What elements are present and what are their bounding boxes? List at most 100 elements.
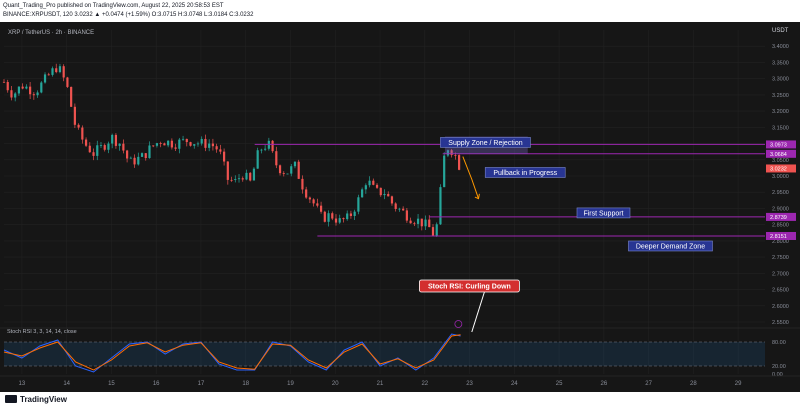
candle-body xyxy=(416,218,420,224)
candle-body xyxy=(178,139,181,149)
chart-svg[interactable]: XRP / TetherUS · 2h · BINANCE Supply Zon… xyxy=(0,22,800,392)
candle-body xyxy=(323,211,326,222)
ytick-label: 3.2000 xyxy=(772,109,789,115)
xtick-label: 19 xyxy=(287,381,294,387)
candle-body xyxy=(40,82,43,93)
xtick-label: 29 xyxy=(735,381,742,387)
pullback-arrow xyxy=(462,156,479,199)
candle-body xyxy=(226,161,229,180)
candle-body xyxy=(96,145,99,156)
candle-body xyxy=(237,178,241,180)
xtick-label: 17 xyxy=(198,381,205,387)
annotation-box xyxy=(628,240,713,252)
stoch-legend: Stoch RSI 3, 3, 14, 14, close xyxy=(7,329,77,335)
candle-body xyxy=(278,165,282,174)
candle-body xyxy=(148,145,151,159)
stoch-rsi-pane: Stoch RSI 3, 3, 14, 14, close 80.00 20.00 0… xyxy=(0,279,800,378)
candle-body xyxy=(361,189,364,198)
candle-body xyxy=(256,150,259,169)
annotation-label: First Support xyxy=(576,207,631,219)
price-badge-label: 3.0684 xyxy=(770,152,787,158)
publish-header: Quant_Trading_Pro published on TradingVi… xyxy=(0,0,800,22)
price-badge xyxy=(766,140,796,149)
alert-icon xyxy=(454,320,463,328)
candle-body xyxy=(428,219,431,228)
candle-body xyxy=(446,150,450,156)
candle-body xyxy=(122,143,125,151)
ytick-label: 2.8500 xyxy=(772,223,789,229)
stoch-callout-text: Stoch RSI: Curling Down xyxy=(428,284,511,291)
candle-body xyxy=(118,143,121,146)
candle-body xyxy=(14,93,17,98)
candle-body xyxy=(200,138,203,144)
candle-body xyxy=(43,74,47,83)
candle-body xyxy=(204,138,207,148)
ytick-label: 3.1500 xyxy=(772,125,789,131)
candle-body xyxy=(234,179,237,180)
candle-body xyxy=(420,218,423,227)
candle-body xyxy=(174,147,177,149)
candle-body xyxy=(170,140,173,148)
candle-body xyxy=(25,86,28,89)
candle-body xyxy=(252,168,256,181)
candle-body xyxy=(51,68,54,75)
ohlc-info: BINANCE:XRPUSDT, 120 3.0232 ▲ +0.0474 (+… xyxy=(3,12,254,18)
candle-body xyxy=(264,148,267,150)
candle-body xyxy=(88,145,91,153)
chart-area[interactable]: XRP / TetherUS · 2h · BINANCE Supply Zon… xyxy=(0,22,800,392)
candle-body xyxy=(319,205,323,212)
tradingview-logo[interactable]: TradingView xyxy=(5,395,67,404)
candle-body xyxy=(375,184,379,188)
candle-body xyxy=(193,144,196,146)
candle-body xyxy=(331,213,334,219)
candle-body xyxy=(364,185,367,190)
candle-body xyxy=(316,203,319,206)
candle-body xyxy=(129,157,132,159)
xtick-label: 16 xyxy=(153,381,160,387)
candle-body xyxy=(21,86,24,89)
candle-body xyxy=(275,151,278,166)
candle-body xyxy=(379,187,382,196)
candle-body xyxy=(409,220,412,224)
candle-body xyxy=(402,208,405,211)
candle-body xyxy=(137,156,140,165)
candle-body xyxy=(181,138,185,140)
price-badge xyxy=(766,164,796,173)
candle-body xyxy=(383,193,386,196)
candle-body xyxy=(211,143,215,147)
candle-body xyxy=(144,153,147,159)
price-badge-label: 3.0973 xyxy=(770,143,787,149)
candle-body xyxy=(84,139,88,146)
candle-body xyxy=(81,127,84,140)
candle-body xyxy=(189,142,192,146)
annotation-text: Deeper Demand Zone xyxy=(636,243,705,250)
candle-body xyxy=(308,197,311,200)
candle-body xyxy=(17,86,21,94)
xtick-label: 24 xyxy=(511,381,518,387)
candle-body xyxy=(185,138,188,143)
candle-body xyxy=(357,197,360,212)
candle-body xyxy=(230,179,233,181)
candle-body xyxy=(126,150,129,159)
candle-body xyxy=(114,134,118,146)
annotation-box xyxy=(440,137,531,148)
candle-body xyxy=(107,143,110,150)
candle-body xyxy=(334,218,338,223)
candle-body xyxy=(245,172,248,180)
candle-body xyxy=(241,178,244,180)
annotation-text: First Support xyxy=(583,210,623,217)
candle-body xyxy=(458,155,461,170)
ytick-label: 2.6500 xyxy=(772,288,789,294)
price-candles xyxy=(2,63,461,237)
stoch-line-D xyxy=(3,334,461,371)
ytick-label: 3.0000 xyxy=(772,174,789,180)
ytick-label: 2.8000 xyxy=(772,239,789,245)
time-axis[interactable]: 13 14 15 16 17 18 19 20 21 22 23 24 25 26 27 28 29 xyxy=(0,375,800,387)
candle-body xyxy=(32,94,35,96)
ytick-label: 2.5500 xyxy=(772,320,789,326)
candle-body xyxy=(47,74,50,76)
xtick-label: 21 xyxy=(377,381,384,387)
candle-body xyxy=(155,143,159,146)
price-axis[interactable]: USDT 3.4000 3.3500 3.3000 3.2500 3.2000 3.1500… xyxy=(766,28,796,326)
footer: TradingView xyxy=(0,392,800,408)
